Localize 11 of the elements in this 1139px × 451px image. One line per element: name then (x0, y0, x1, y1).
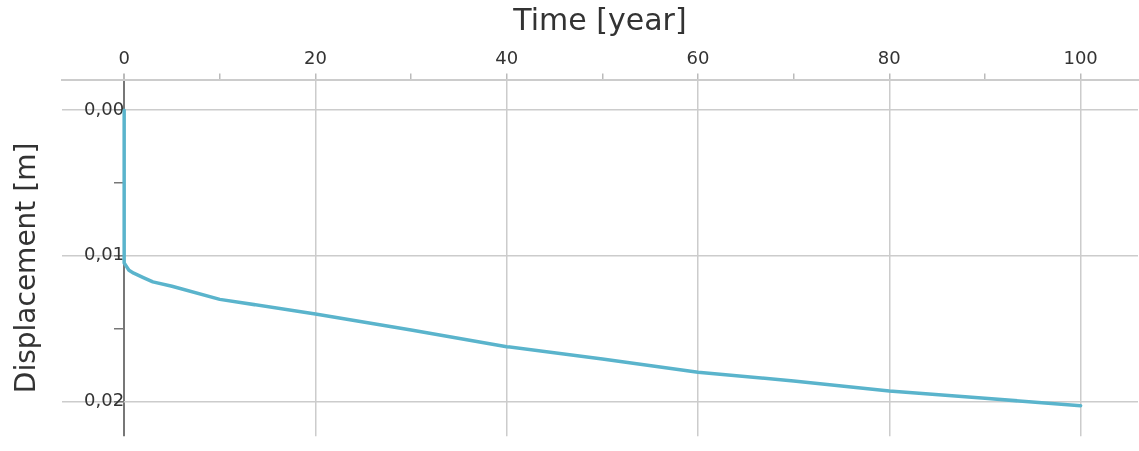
x-tick-label: 100 (1063, 47, 1098, 69)
y-tick-label: 0,00 (84, 97, 125, 119)
x-tick-label: 40 (495, 47, 519, 69)
y-tick-label: 0,01 (84, 243, 125, 265)
x-tick-label: 20 (304, 47, 327, 69)
x-tick-label: 0 (118, 47, 130, 69)
y-axis-title: Displacement [m] (9, 142, 43, 394)
x-tick-label: 60 (686, 47, 710, 69)
x-tick-label: 80 (877, 47, 901, 69)
y-tick-label: 0,02 (84, 388, 125, 410)
x-axis-title: Time [year] (512, 1, 687, 37)
